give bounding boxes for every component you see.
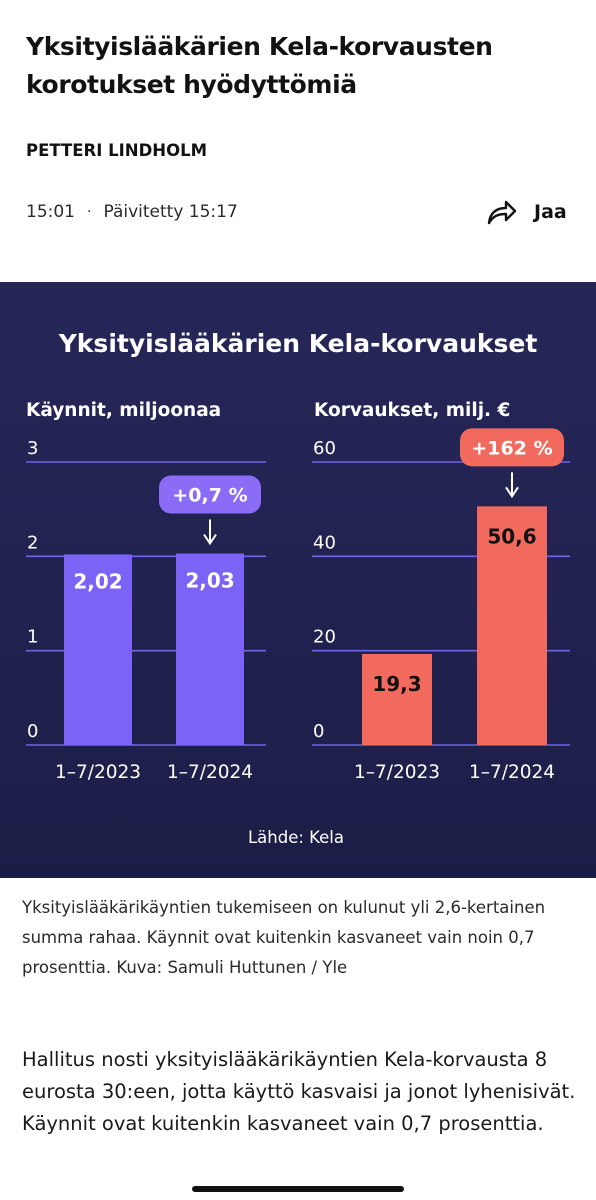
y-tick-label: 20 (313, 627, 336, 648)
bar-value-label: 2,03 (185, 569, 234, 593)
bar-value-label: 19,3 (372, 672, 421, 696)
meta-separator: · (87, 204, 92, 220)
y-tick-label: 3 (27, 438, 38, 459)
change-badge (159, 475, 261, 514)
bar (477, 506, 547, 745)
y-tick-label: 2 (27, 532, 38, 553)
y-tick-label: 40 (313, 532, 336, 553)
y-tick-label: 1 (27, 627, 38, 648)
article-headline: Yksityislääkärien Kela-korvausten korotu… (26, 32, 493, 99)
home-indicator (192, 1186, 404, 1192)
chart-svg: Yksityislääkärien Kela-korvaukset Lähde:… (26, 329, 570, 847)
article-paragraph: Hallitus nosti yksityislääkärikäyntien K… (22, 1048, 576, 1135)
y-tick-label: 60 (313, 438, 336, 459)
change-arrow-head (505, 486, 519, 499)
change-arrow-head (203, 533, 217, 546)
bar (64, 554, 132, 745)
x-tick-label: 1–7/2024 (167, 762, 253, 783)
bar (362, 653, 432, 745)
x-tick-label: 1–7/2024 (469, 762, 555, 783)
author-name[interactable]: PETTERI LINDHOLM (26, 141, 208, 160)
bar-value-label: 2,02 (73, 569, 122, 593)
change-badge-label: +162 % (471, 437, 552, 459)
x-tick-label: 1–7/2023 (354, 762, 440, 783)
y-tick-label: 0 (27, 721, 38, 742)
chart-subtitle: Käynnit, miljoonaa (26, 400, 221, 421)
article-meta: 15:01 · Päivitetty 15:17 (26, 202, 238, 222)
y-tick-label: 0 (313, 721, 324, 742)
share-label: Jaa (534, 201, 567, 223)
bar-value-label: 50,6 (487, 524, 536, 548)
updated-time: Päivitetty 15:17 (103, 202, 238, 222)
bar (176, 553, 244, 745)
chart-subtitle: Korvaukset, milj. € (314, 400, 510, 421)
image-caption: Yksityislääkärikäyntien tukemiseen on ku… (22, 898, 546, 977)
graphic-title: Yksityislääkärien Kela-korvaukset (58, 329, 538, 358)
share-icon (487, 200, 517, 225)
change-badge-label: +0,7 % (172, 485, 247, 507)
published-time: 15:01 (26, 202, 75, 222)
change-badge (460, 428, 564, 467)
x-tick-label: 1–7/2023 (55, 762, 141, 783)
share-button[interactable]: Jaa (486, 198, 567, 226)
chart-graphic[interactable]: Yksityislääkärien Kela-korvaukset Lähde:… (0, 282, 596, 878)
graphic-source: Lähde: Kela (248, 828, 344, 847)
